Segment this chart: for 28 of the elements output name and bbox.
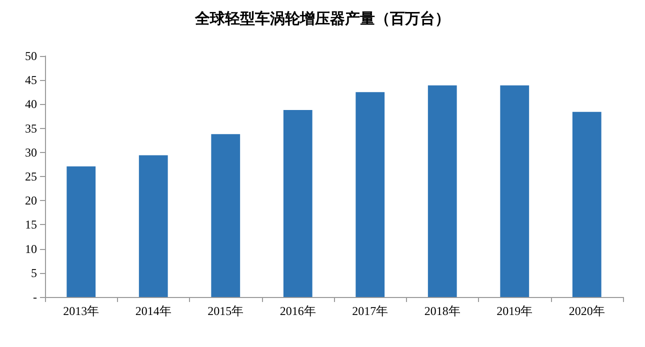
y-tick-label: 20 [25,194,37,208]
y-tick-label: 40 [25,97,37,112]
x-tick-label: 2016年 [280,304,316,318]
y-tick-label: 25 [25,170,37,184]
bar [428,85,457,297]
x-tick-label: 2017年 [352,304,388,318]
x-tick-label: 2020年 [568,304,605,318]
bar [283,110,312,297]
bar [211,134,240,297]
y-tick-label: 15 [25,218,37,232]
bar [572,112,602,297]
y-tick-label: - [33,290,37,304]
bar [500,85,530,297]
y-tick-label: 30 [25,145,37,160]
y-tick-label: 45 [25,73,37,88]
bar [138,155,168,297]
y-tick-label: 10 [25,242,37,256]
bar [66,166,96,297]
x-tick-label: 2014年 [135,304,172,318]
y-tick-label: 35 [25,121,37,136]
x-tick-label: 2018年 [424,304,460,318]
bar [356,92,385,297]
x-tick-label: 2013年 [63,304,100,318]
chart-title: 全球轻型车涡轮增压器产量（百万台） [194,10,450,28]
x-tick-label: 2015年 [208,304,244,318]
y-tick-label: 5 [31,266,37,280]
x-tick-label: 2019年 [496,304,533,318]
y-tick-label: 50 [25,49,37,63]
